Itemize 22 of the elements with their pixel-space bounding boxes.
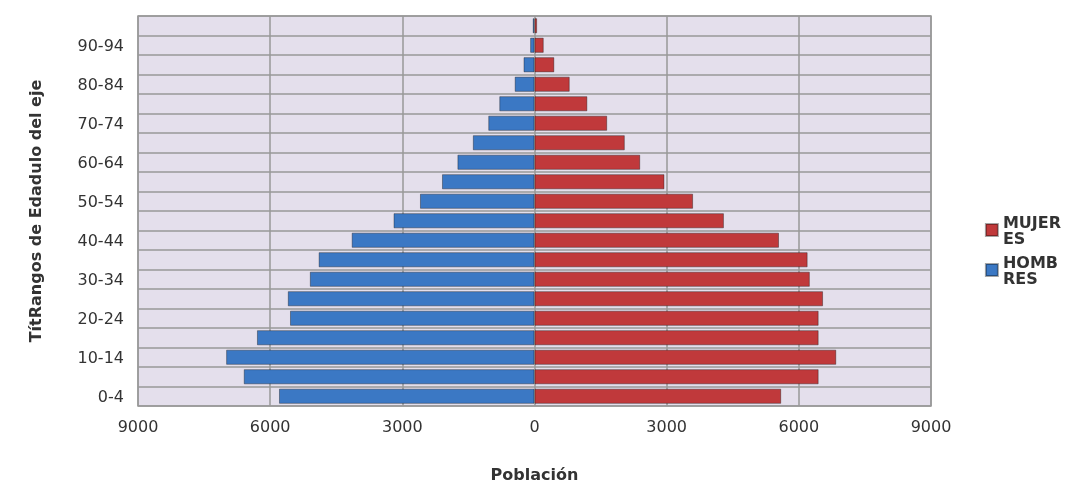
legend-label: HOMBRES xyxy=(1002,252,1058,288)
x-axis-title: Población xyxy=(490,464,579,484)
x-tick-label: 3000 xyxy=(381,416,423,436)
y-tick-label: 20-24 xyxy=(77,308,124,328)
y-tick-label: 50-54 xyxy=(77,191,124,211)
y-tick-label: 80-84 xyxy=(77,74,124,94)
x-tick-label: 9000 xyxy=(910,416,952,436)
y-tick-label: 40-44 xyxy=(77,230,124,250)
y-tick-label: 60-64 xyxy=(77,152,124,172)
y-tick-label: 10-14 xyxy=(77,347,124,367)
x-tick-label: 6000 xyxy=(778,416,820,436)
x-tick-label: 0 xyxy=(529,416,540,436)
y-tick-label: 0-4 xyxy=(97,386,124,406)
bar xyxy=(534,37,544,53)
y-tick-label: 90-94 xyxy=(77,35,124,55)
y-tick-label: 30-34 xyxy=(77,269,124,289)
legend-label: MUJERES xyxy=(1002,212,1062,248)
x-tick-label: 3000 xyxy=(646,416,688,436)
y-axis-title: TítRangos de Edadulo del eje xyxy=(25,79,45,343)
y-tick-label: 70-74 xyxy=(77,113,124,133)
x-tick-label: 9000 xyxy=(117,416,159,436)
x-tick-label: 6000 xyxy=(249,416,291,436)
